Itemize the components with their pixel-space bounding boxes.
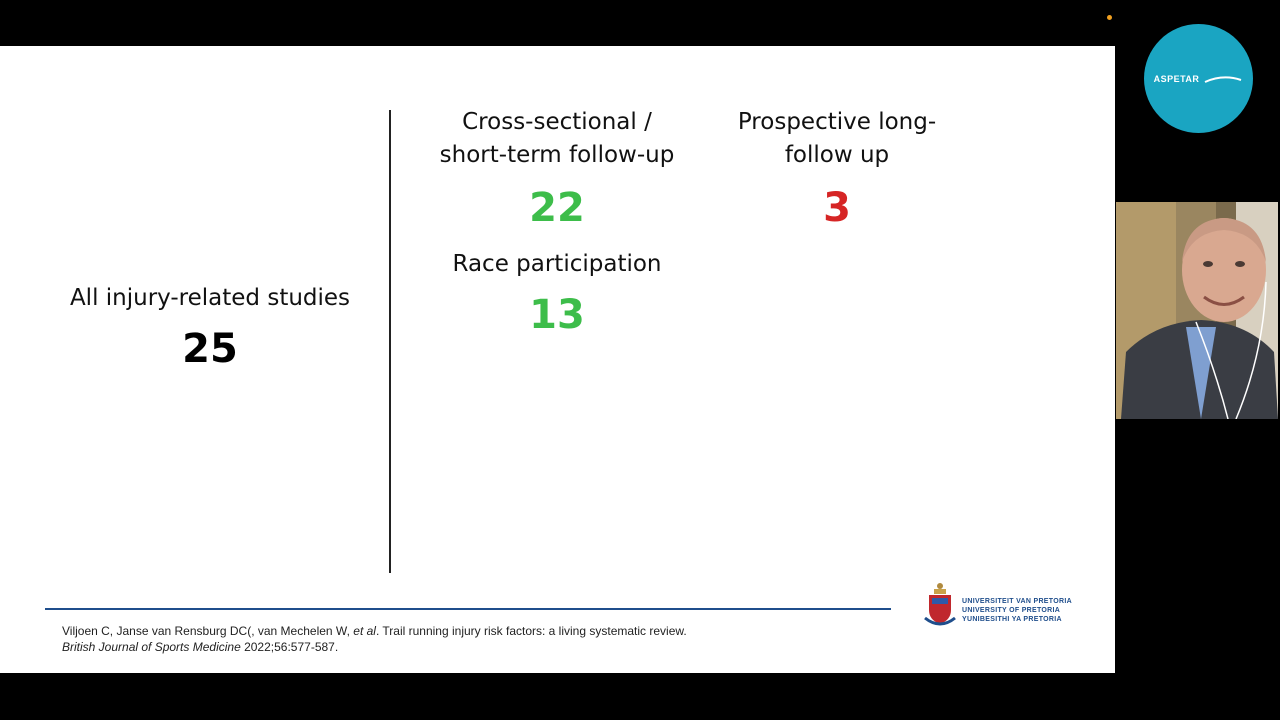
citation-journal: British Journal of Sports Medicine — [62, 640, 241, 654]
citation-title: . Trail running injury risk factors: a l… — [375, 624, 687, 638]
citation-line2: British Journal of Sports Medicine 2022;… — [62, 639, 882, 655]
vertical-divider — [389, 110, 391, 573]
university-name: UNIVERSITEIT VAN PRETORIA UNIVERSITY OF … — [962, 597, 1072, 624]
university-crest-icon — [924, 583, 956, 626]
cross-sectional-label-line1: Cross-sectional / — [462, 109, 652, 135]
presentation-slide: All injury-related studies 25 Cross-sect… — [0, 46, 1115, 673]
citation-line1: Viljoen C, Janse van Rensburg DC(, van M… — [62, 623, 882, 639]
university-logo: UNIVERSITEIT VAN PRETORIA UNIVERSITY OF … — [922, 580, 1072, 630]
cross-sectional-label-line2: short-term follow-up — [439, 142, 675, 168]
prospective-label-line2: follow up — [784, 142, 890, 168]
all-studies-block: All injury-related studies 25 — [40, 282, 380, 373]
prospective-label-line1: Prospective long- — [737, 109, 937, 135]
race-participation-block: Race participation 13 — [422, 248, 692, 339]
presenter-video-feed — [1116, 202, 1278, 419]
citation: Viljoen C, Janse van Rensburg DC(, van M… — [62, 623, 882, 655]
recording-dot-icon — [1107, 15, 1112, 20]
aspetar-swoosh-icon — [1205, 75, 1242, 83]
all-studies-count: 25 — [182, 326, 238, 372]
aspetar-logo-icon: ASPETAR — [1144, 24, 1253, 133]
citation-authors: Viljoen C, Janse van Rensburg DC(, van M… — [62, 624, 354, 638]
footer-rule — [45, 608, 891, 610]
citation-et-al: et al — [353, 624, 376, 638]
university-name-afrikaans: UNIVERSITEIT VAN PRETORIA — [962, 598, 1072, 605]
citation-ref: 2022;56:577-587. — [240, 640, 339, 654]
prospective-block: Prospective long- follow up 3 — [712, 106, 962, 232]
cross-sectional-block: Cross-sectional / short-term follow-up 2… — [422, 106, 692, 232]
university-name-sepedi: YUNIBESITHI YA PRETORIA — [962, 616, 1062, 623]
prospective-count: 3 — [823, 185, 851, 231]
university-name-english: UNIVERSITY OF PRETORIA — [962, 607, 1061, 614]
all-studies-label: All injury-related studies — [69, 285, 351, 311]
presenter-webcam — [1116, 202, 1278, 419]
race-participation-count: 13 — [529, 292, 585, 338]
aspetar-logo-text: ASPETAR — [1153, 73, 1200, 84]
race-participation-label: Race participation — [452, 251, 662, 277]
cross-sectional-count: 22 — [529, 185, 585, 231]
